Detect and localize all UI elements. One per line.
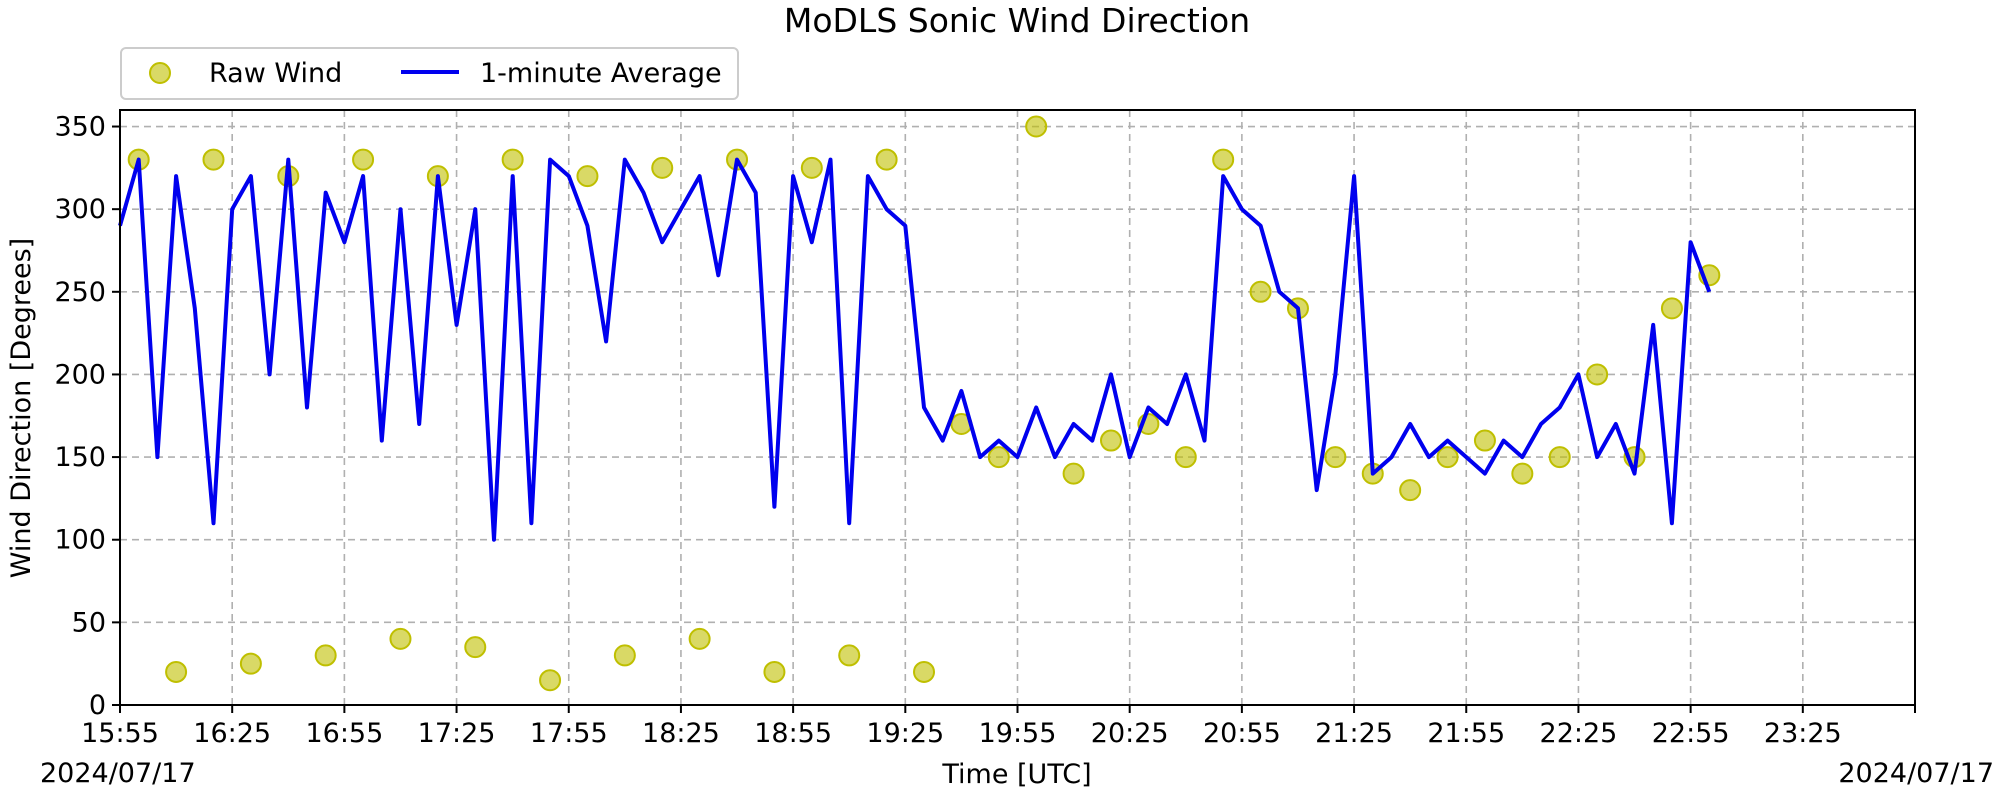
raw-wind-point (1324, 446, 1347, 469)
y-axis-label: Wind Direction [Degrees] (6, 238, 37, 578)
start-date-label: 2024/07/17 (40, 758, 196, 789)
x-tick-label: 21:25 (1315, 718, 1393, 749)
raw-wind-point (464, 636, 487, 659)
raw-wind-point (165, 660, 188, 683)
raw-wind-point (202, 148, 225, 171)
raw-wind-point (1062, 462, 1085, 485)
raw-wind-point (501, 148, 524, 171)
y-tick-label: 200 (54, 359, 106, 390)
y-tick-label: 350 (54, 112, 106, 143)
raw-wind-point (763, 660, 786, 683)
y-tick-label: 150 (54, 442, 106, 473)
raw-wind-point (1399, 479, 1422, 502)
y-tick-label: 50 (72, 607, 106, 638)
x-tick-label: 20:25 (1091, 718, 1169, 749)
raw-wind-point (800, 156, 823, 179)
raw-wind-point (389, 627, 412, 650)
x-axis-ticks: 15:55 16:25 16:55 17:25 17:55 18:25 18:55 19:25… (81, 705, 1916, 749)
raw-wind-point (1586, 363, 1609, 386)
raw-wind-point (1548, 446, 1571, 469)
x-tick-label: 16:55 (305, 718, 383, 749)
y-tick-label: 300 (54, 194, 106, 225)
raw-wind-point (576, 165, 599, 188)
raw-wind-point (239, 652, 262, 675)
legend-raw-label: Raw Wind (209, 58, 342, 89)
raw-wind-point (1511, 462, 1534, 485)
y-tick-label: 250 (54, 277, 106, 308)
x-tick-label: 23:25 (1764, 718, 1842, 749)
raw-wind-point (613, 644, 636, 667)
average-line (118, 157, 1712, 542)
raw-wind-point (651, 156, 674, 179)
raw-wind-point (539, 669, 562, 692)
raw-wind-point (875, 148, 898, 171)
raw-wind-point (913, 660, 936, 683)
raw-wind-point (1660, 297, 1683, 320)
raw-wind-point (1099, 429, 1122, 452)
x-tick-label: 18:25 (642, 718, 720, 749)
raw-wind-point (1025, 115, 1048, 138)
raw-wind-point (314, 644, 337, 667)
x-tick-label: 20:55 (1203, 718, 1281, 749)
x-tick-label: 15:55 (81, 718, 159, 749)
raw-wind-point (1212, 148, 1235, 171)
raw-wind-point (1436, 446, 1459, 469)
raw-wind-point (1174, 446, 1197, 469)
x-tick-label: 18:55 (754, 718, 832, 749)
raw-wind-point (1249, 280, 1272, 303)
y-tick-label: 0 (89, 690, 106, 721)
raw-wind-point (838, 644, 861, 667)
chart-title: MoDLS Sonic Wind Direction (784, 1, 1250, 40)
legend-raw-marker (149, 62, 171, 84)
legend: Raw Wind 1-minute Average (120, 47, 739, 100)
x-tick-label: 19:55 (979, 718, 1057, 749)
x-tick-label: 17:55 (530, 718, 608, 749)
end-date-label: 2024/07/17 (1838, 758, 1994, 789)
x-tick-label: 22:25 (1540, 718, 1618, 749)
x-tick-label: 21:55 (1427, 718, 1505, 749)
grid-lines (120, 110, 1915, 705)
average-series-line (118, 157, 1712, 542)
raw-wind-point (352, 148, 375, 171)
raw-wind-points (127, 115, 1721, 692)
raw-wind-point (987, 446, 1010, 469)
x-tick-label: 19:25 (866, 718, 944, 749)
x-tick-label: 16:25 (193, 718, 271, 749)
raw-wind-point (688, 627, 711, 650)
x-tick-label: 17:25 (418, 718, 496, 749)
legend-average-label: 1-minute Average (480, 58, 722, 89)
raw-wind-point (1473, 429, 1496, 452)
x-tick-label: 22:55 (1652, 718, 1730, 749)
y-axis-ticks: 0 50 100 150 200 250 300 350 (54, 112, 120, 721)
y-tick-label: 100 (54, 525, 106, 556)
x-axis-label: Time [UTC] (941, 759, 1091, 790)
